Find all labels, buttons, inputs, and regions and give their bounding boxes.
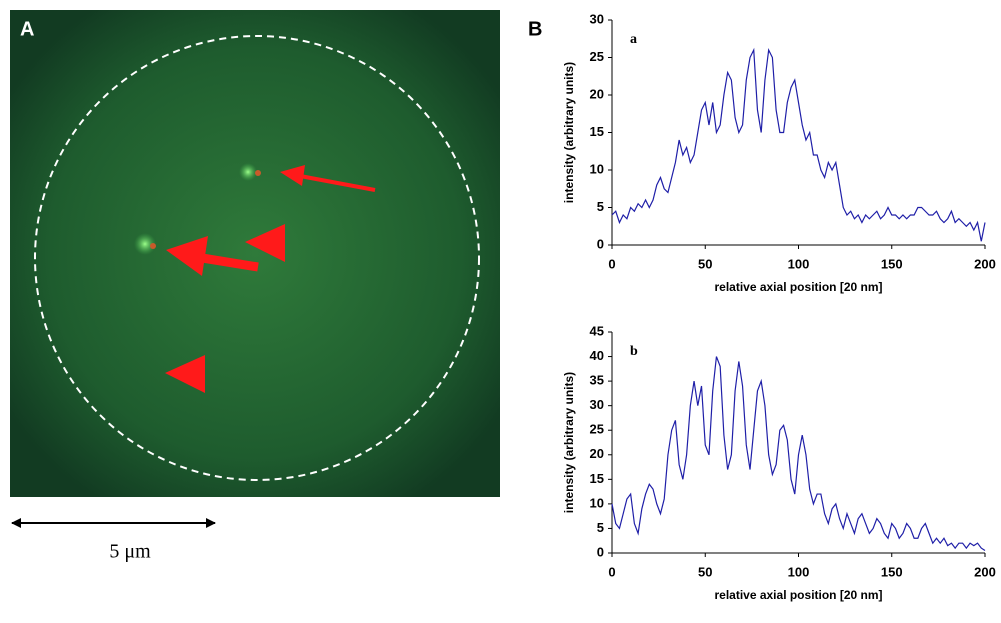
y-tick-label: 5 — [597, 199, 604, 214]
y-tick-label: 10 — [590, 161, 604, 176]
y-tick-label: 20 — [590, 446, 604, 461]
y-tick-label: 30 — [590, 397, 604, 412]
y-tick-label: 25 — [590, 422, 604, 437]
x-axis-label: relative axial position [20 nm] — [714, 588, 882, 602]
panel-label: B — [528, 18, 542, 40]
y-tick-label: 45 — [590, 323, 604, 338]
x-tick-label: 200 — [974, 564, 996, 579]
y-axis-label: intensity (arbitrary units) — [562, 372, 576, 513]
y-tick-label: 15 — [590, 124, 604, 139]
x-tick-label: 100 — [788, 564, 810, 579]
y-tick-label: 30 — [590, 11, 604, 26]
x-axis-label: relative axial position [20 nm] — [714, 280, 882, 294]
scale-bar-label: 5 μm — [109, 541, 151, 563]
x-tick-label: 150 — [881, 564, 903, 579]
y-tick-label: 25 — [590, 49, 604, 64]
data-line — [611, 356, 986, 552]
y-axis-label: intensity (arbitrary units) — [562, 62, 576, 203]
data-line — [611, 47, 986, 242]
y-tick-label: 5 — [597, 520, 604, 535]
micrograph — [10, 10, 500, 497]
y-tick-label: 40 — [590, 348, 604, 363]
x-tick-label: 200 — [974, 256, 996, 271]
x-tick-label: 0 — [608, 564, 615, 579]
chart-label: b — [630, 344, 638, 359]
y-tick-label: 15 — [590, 471, 604, 486]
x-tick-label: 0 — [608, 256, 615, 271]
y-tick-label: 10 — [590, 495, 604, 510]
x-tick-label: 150 — [881, 256, 903, 271]
x-tick-label: 50 — [698, 256, 712, 271]
panel-label: A — [20, 18, 34, 40]
y-tick-label: 35 — [590, 373, 604, 388]
y-tick-label: 0 — [597, 544, 604, 559]
x-tick-label: 100 — [788, 256, 810, 271]
chart-label: a — [630, 32, 637, 47]
y-tick-label: 20 — [590, 86, 604, 101]
x-tick-label: 50 — [698, 564, 712, 579]
y-tick-label: 0 — [597, 236, 604, 251]
